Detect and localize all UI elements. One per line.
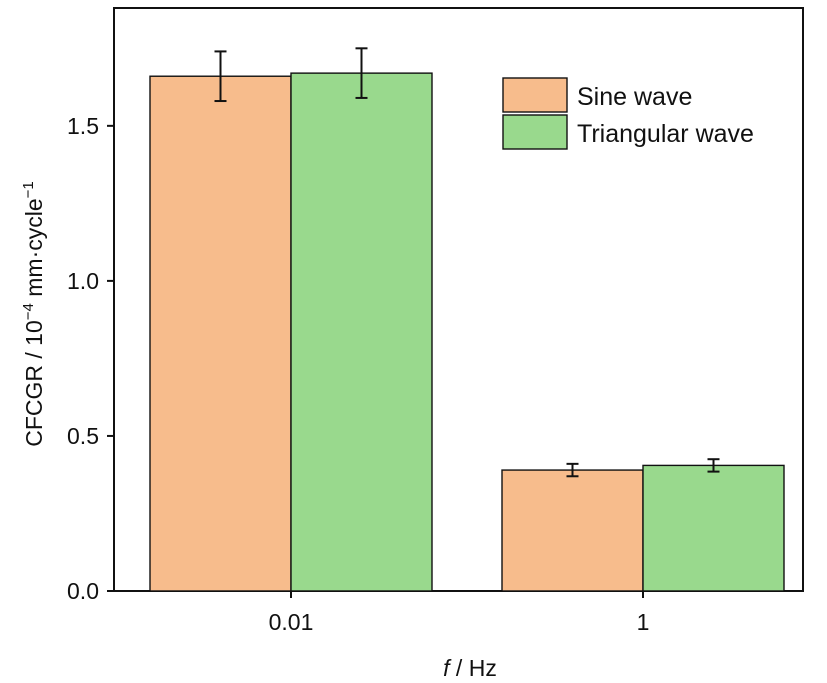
bar-triangular-wave-0-01 bbox=[290, 72, 433, 592]
legend-label-triangular-wave: Triangular wave bbox=[577, 120, 754, 148]
bar-sine-wave-1 bbox=[501, 469, 644, 592]
x-tick-label-1: 1 bbox=[637, 609, 650, 635]
ticks-layer: 0.01 1 0.0 0.5 1.0 1.5 bbox=[67, 113, 649, 635]
error-bar-sine-wave-1 bbox=[566, 462, 579, 478]
error-bar-sine-wave-0-01 bbox=[214, 50, 227, 103]
y-axis-label: CFCGR / 10−4 mm·cycle−1 bbox=[20, 181, 47, 447]
bar-triangular-wave-1 bbox=[642, 464, 785, 592]
y-tick-label-1-5: 1.5 bbox=[67, 113, 99, 139]
y-tick-label-1-0: 1.0 bbox=[67, 268, 99, 294]
bars-layer bbox=[149, 47, 785, 592]
legend: Sine wave Triangular wave bbox=[502, 77, 754, 150]
bar-sine-wave-0-01 bbox=[149, 75, 292, 592]
error-bar-triangular-wave-0-01 bbox=[355, 47, 368, 99]
x-axis-label: f / Hz bbox=[443, 655, 497, 681]
legend-swatch-sine-wave bbox=[502, 77, 568, 113]
legend-label-sine-wave: Sine wave bbox=[577, 83, 692, 111]
error-bar-triangular-wave-1 bbox=[707, 458, 720, 473]
legend-swatch-triangular-wave bbox=[502, 114, 568, 150]
y-tick-label-0-5: 0.5 bbox=[67, 423, 99, 449]
x-tick-label-0-01: 0.01 bbox=[269, 609, 314, 635]
y-tick-label-0-0: 0.0 bbox=[67, 578, 99, 604]
